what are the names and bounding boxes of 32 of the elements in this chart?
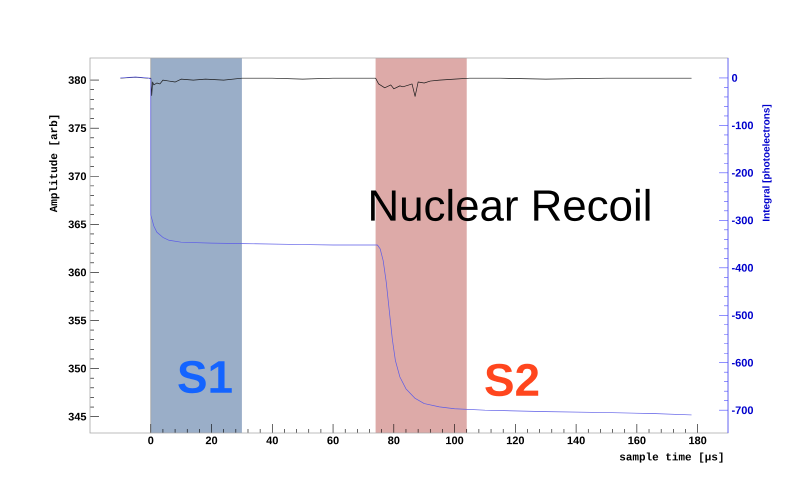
y2-tick-label: -300	[732, 216, 754, 224]
y-tick-label: 360	[68, 268, 86, 276]
annotation: S1	[178, 360, 232, 394]
y-tick-label: 345	[68, 412, 86, 421]
x-tick-label: 20	[206, 436, 218, 444]
x-tick-label: 80	[388, 436, 400, 444]
x-tick-label: 60	[327, 436, 339, 444]
y-tick-label: 365	[68, 220, 86, 228]
y2-tick-label: -400	[732, 264, 754, 272]
x-tick-label: 180	[689, 436, 706, 444]
y-axis-title: Amplitude [arb]	[49, 116, 60, 212]
y-tick-label: 375	[68, 124, 86, 132]
x-tick-label: 100	[446, 436, 464, 444]
y2-axis-title: Integral [photoelectrons]	[762, 104, 772, 221]
y-tick-label: 350	[68, 364, 86, 372]
x-tick-label: 140	[568, 436, 585, 444]
x-tick-label: 40	[266, 436, 278, 444]
x-tick-label: 120	[506, 436, 524, 444]
y2-tick-label: -100	[732, 122, 754, 130]
y2-tick-label: 0	[732, 74, 738, 82]
y-tick-label: 370	[68, 172, 86, 180]
y-tick-label: 380	[68, 76, 86, 84]
annotation: S2	[485, 364, 538, 396]
y-tick-label: 355	[68, 316, 86, 324]
x-tick-label: 160	[628, 436, 646, 444]
x-axis-title: sample time [µs]	[620, 452, 722, 463]
annotation: Nuclear Recoil	[371, 188, 650, 222]
x-tick-label: 0	[148, 436, 154, 444]
y2-tick-label: -600	[732, 358, 754, 367]
y2-tick-label: -200	[732, 168, 754, 177]
y2-tick-label: -500	[732, 311, 754, 320]
y2-tick-label: -700	[732, 406, 754, 414]
